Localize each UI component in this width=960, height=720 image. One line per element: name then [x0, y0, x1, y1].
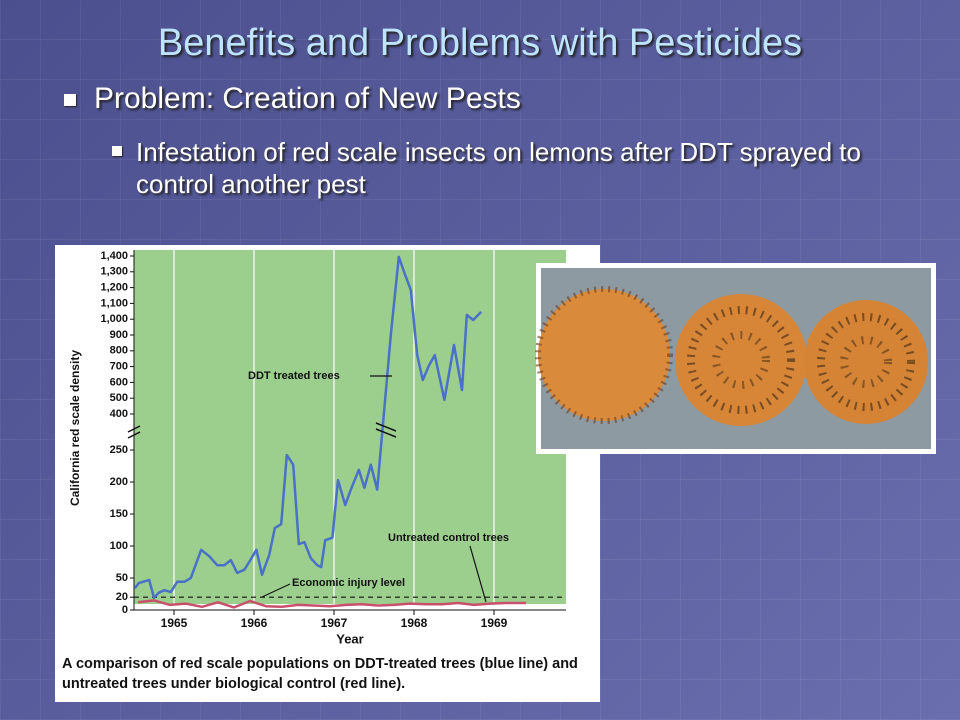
x-tick-label: 1965: [161, 616, 188, 630]
x-tick-label: 1968: [401, 616, 428, 630]
y-axis-label: California red scale density: [68, 350, 82, 506]
plot-area: [134, 250, 566, 604]
y-tick-label: 50: [116, 572, 128, 584]
series-line: [133, 255, 483, 600]
annotation: Economic injury level: [292, 577, 405, 589]
sub-bullet: Infestation of red scale insects on lemo…: [136, 137, 861, 199]
photo: [535, 263, 936, 454]
bullet-icon: [112, 146, 122, 156]
bullet-icon: [64, 94, 76, 106]
y-tick-label: 0: [122, 604, 128, 616]
y-tick-label: 1,400: [100, 250, 128, 262]
x-axis-label: Year: [336, 631, 363, 646]
bullet: Problem: Creation of New Pests: [94, 82, 521, 115]
series-line: [137, 599, 526, 609]
y-tick-label: 800: [110, 345, 128, 357]
annotation: DDT treated trees: [248, 370, 340, 382]
y-tick-label: 1,300: [100, 266, 128, 278]
y-tick-label: 150: [110, 508, 128, 520]
line-break: [375, 428, 397, 438]
x-tick-label: 1966: [241, 616, 268, 630]
slide-title: Benefits and Problems with Pesticides: [157, 22, 803, 64]
y-tick-label: 20: [116, 591, 128, 603]
caption: A comparison of red scale populations on…: [62, 656, 578, 692]
y-tick-label: 400: [110, 408, 128, 420]
y-tick-label: 900: [110, 329, 128, 341]
x-tick-label: 1969: [481, 616, 508, 630]
y-tick-label: 700: [110, 361, 128, 373]
y-tick-label: 1,000: [100, 313, 128, 325]
leader: [261, 583, 291, 598]
axis-break: [127, 431, 141, 439]
y-tick-label: 200: [110, 476, 128, 488]
axis-break: [127, 425, 141, 433]
y-tick-label: 100: [110, 540, 128, 552]
y-tick-label: 600: [110, 376, 128, 388]
y-tick-label: 250: [110, 444, 128, 456]
line-break: [375, 422, 397, 432]
leader: [469, 545, 487, 603]
y-tick-label: 1,200: [100, 282, 128, 294]
x-tick-label: 1967: [321, 616, 348, 630]
y-tick-label: 500: [110, 392, 128, 404]
annotation: Untreated control trees: [388, 532, 509, 544]
y-tick-label: 1,100: [100, 297, 128, 309]
